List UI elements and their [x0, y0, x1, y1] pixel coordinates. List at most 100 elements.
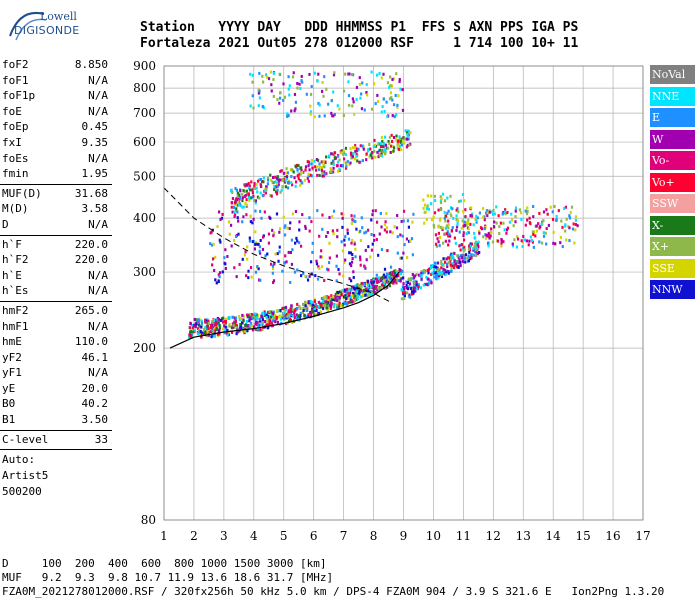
echo-point	[242, 188, 245, 192]
echo-point	[335, 305, 339, 309]
echo-point	[310, 220, 313, 224]
echo-point	[335, 290, 339, 294]
echo-point	[348, 277, 351, 281]
echo-point	[344, 293, 347, 297]
echo-point	[516, 235, 519, 239]
echo-point	[261, 311, 264, 315]
echo-point	[380, 248, 384, 252]
echo-point	[315, 168, 318, 172]
echo-point	[455, 228, 458, 232]
param-row: foF1 N/A	[0, 74, 112, 90]
echo-point	[228, 324, 231, 328]
echo-point	[368, 284, 371, 288]
echo-point	[474, 236, 477, 240]
echo-point	[339, 291, 343, 295]
x-tick-label: 7	[340, 529, 348, 543]
echo-point	[273, 314, 277, 318]
echo-point	[402, 251, 405, 255]
echo-point	[522, 234, 525, 238]
echo-point	[380, 276, 383, 280]
echo-point	[215, 327, 218, 331]
echo-point	[296, 239, 299, 243]
echo-point	[352, 100, 355, 104]
echo-point	[267, 310, 270, 314]
echo-point	[318, 173, 321, 177]
echo-point	[491, 240, 495, 244]
echo-point	[218, 275, 221, 279]
y-tick-label: 500	[133, 169, 156, 183]
echo-point	[350, 241, 353, 245]
echo-point	[342, 274, 345, 278]
echo-point	[441, 241, 445, 245]
echo-point	[409, 131, 412, 135]
echo-point	[321, 81, 324, 85]
echo-point	[432, 223, 435, 227]
echo-point	[348, 287, 351, 291]
echo-point	[447, 209, 450, 213]
echo-point	[493, 220, 496, 224]
echo-point	[506, 211, 509, 215]
echo-point	[342, 113, 345, 117]
echo-point	[320, 303, 323, 307]
param-row: hmF2 265.0	[0, 304, 112, 320]
param-row: yE 20.0	[0, 382, 112, 398]
echo-point	[526, 218, 529, 222]
echo-point	[328, 241, 331, 245]
echo-point	[299, 314, 302, 318]
echo-point	[216, 332, 219, 336]
echo-point	[513, 238, 516, 242]
echo-point	[271, 228, 274, 232]
echo-point	[351, 104, 354, 108]
echo-point	[241, 220, 244, 224]
param-value: 220.0	[74, 237, 108, 251]
echo-point	[409, 278, 413, 282]
echo-point	[500, 239, 503, 243]
autoscaling-label: Auto:	[2, 453, 36, 467]
echo-point	[254, 186, 257, 190]
echo-point	[199, 329, 202, 333]
echo-point	[239, 317, 243, 321]
echo-point	[210, 328, 213, 332]
echo-point	[207, 327, 210, 331]
echo-point	[389, 279, 392, 283]
legend-item-e: E	[650, 108, 695, 127]
echo-point	[453, 236, 456, 240]
echo-point	[333, 151, 337, 155]
electron-density-profile-curve	[169, 271, 400, 349]
echo-point	[433, 275, 436, 279]
echo-point	[371, 242, 374, 246]
echo-point	[406, 134, 409, 138]
echo-point	[437, 261, 440, 265]
echo-point	[285, 175, 289, 179]
logo-text-digisonde: DIGISONDE	[14, 24, 80, 37]
echo-point	[267, 77, 271, 81]
echo-point	[447, 223, 450, 227]
echo-point	[231, 210, 234, 214]
echo-point	[451, 262, 454, 266]
echo-point	[389, 265, 393, 269]
echo-point	[450, 266, 453, 270]
echo-point	[323, 300, 327, 304]
echo-point	[230, 201, 233, 205]
echo-point	[354, 144, 357, 148]
echo-point	[287, 310, 291, 314]
echo-point	[212, 330, 215, 334]
echo-point	[408, 293, 411, 297]
echo-point	[306, 306, 309, 310]
echo-point	[376, 100, 380, 104]
echo-point	[270, 194, 273, 198]
param-name: hmF2	[2, 303, 29, 317]
echo-point	[217, 321, 220, 325]
echo-point	[273, 262, 276, 266]
echo-point	[317, 300, 320, 304]
echo-point	[252, 325, 256, 329]
echo-point	[426, 269, 429, 273]
echo-point	[514, 215, 517, 219]
echo-point	[446, 196, 449, 200]
echo-point	[410, 292, 414, 296]
param-value: 1.95	[81, 167, 109, 181]
echo-point	[447, 256, 450, 260]
echo-point	[463, 248, 466, 252]
echo-point	[274, 320, 277, 324]
echo-point	[192, 323, 196, 327]
